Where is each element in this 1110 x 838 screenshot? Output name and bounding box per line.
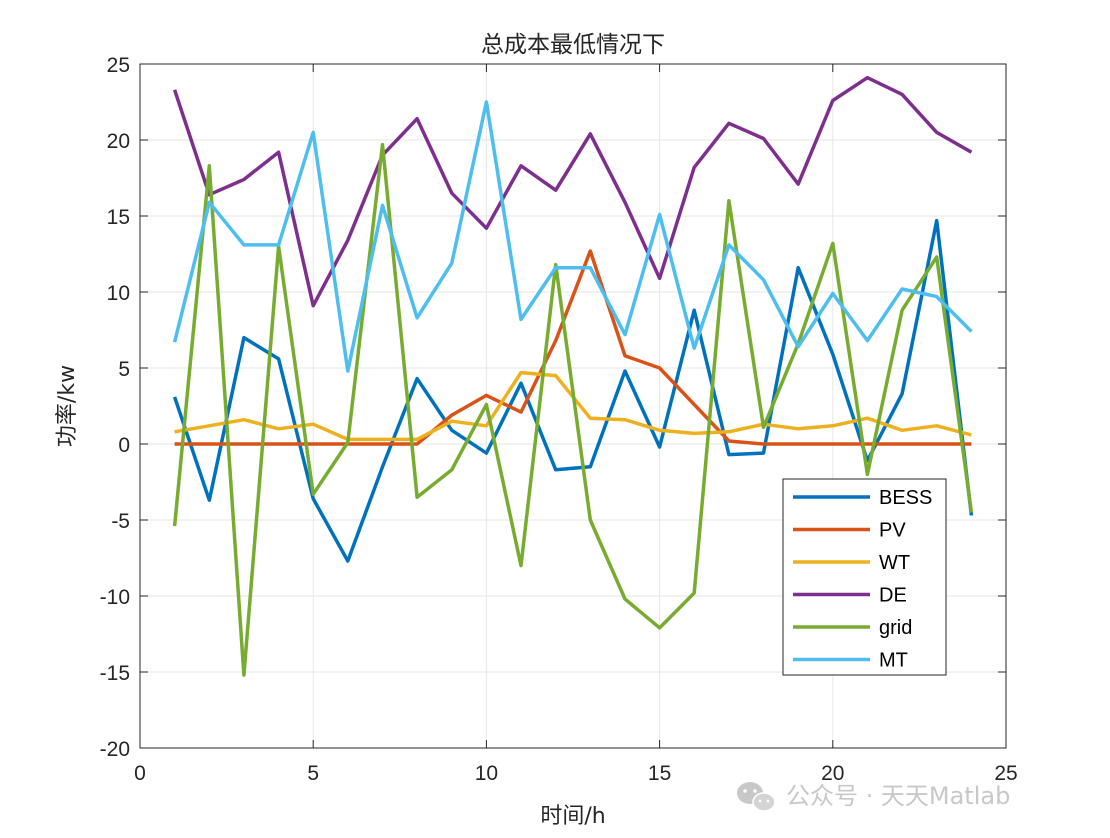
- watermark-text: 公众号 · 天天Matlab: [786, 782, 1010, 810]
- y-tick-label: 20: [107, 130, 130, 153]
- y-tick-label: -10: [100, 586, 130, 609]
- legend-box: [782, 478, 947, 676]
- legend-label-de: DE: [879, 585, 907, 607]
- legend: BESS PV WT DE grid MT: [782, 478, 947, 676]
- legend-label-grid: grid: [879, 617, 912, 639]
- y-tick-label: -5: [111, 510, 130, 533]
- x-tick-label: 20: [821, 762, 844, 785]
- legend-label-wt: WT: [879, 552, 910, 574]
- y-tick-label: 25: [107, 54, 130, 77]
- y-tick-label: -15: [100, 662, 130, 685]
- y-tick-label: 0: [118, 434, 130, 457]
- legend-label-bess: BESS: [879, 487, 932, 509]
- x-tick-label: 10: [475, 762, 498, 785]
- chart-title: 总成本最低情况下: [481, 32, 665, 58]
- x-axis-title: 时间/h: [540, 804, 605, 829]
- legend-label-pv: PV: [879, 520, 906, 542]
- series-line-bess: [172, 218, 974, 563]
- y-tick-label: 10: [107, 282, 130, 305]
- axis-ticks: 0 5 10 15 20 25 -20 -15 -10 -5 0 5 10 15 20 25: [100, 54, 1018, 785]
- x-tick-label: 15: [648, 762, 671, 785]
- series-lines: [172, 75, 974, 677]
- axes-box: [139, 63, 1007, 749]
- y-tick-label: 15: [107, 206, 130, 229]
- x-tick-label: 25: [994, 762, 1017, 785]
- wechat-icon: [737, 782, 776, 812]
- series-line-mt: [172, 100, 973, 373]
- y-tick-label: -20: [100, 738, 130, 761]
- legend-label-mt: MT: [879, 650, 908, 672]
- y-axis-title: 功率/kw: [55, 365, 80, 447]
- series-line-grid: [172, 142, 974, 677]
- series-line-de: [172, 75, 973, 308]
- x-tick-label: 5: [307, 762, 319, 785]
- x-tick-label: 0: [134, 762, 146, 785]
- y-tick-label: 5: [118, 358, 130, 381]
- watermark: 公众号 · 天天Matlab: [737, 782, 1010, 812]
